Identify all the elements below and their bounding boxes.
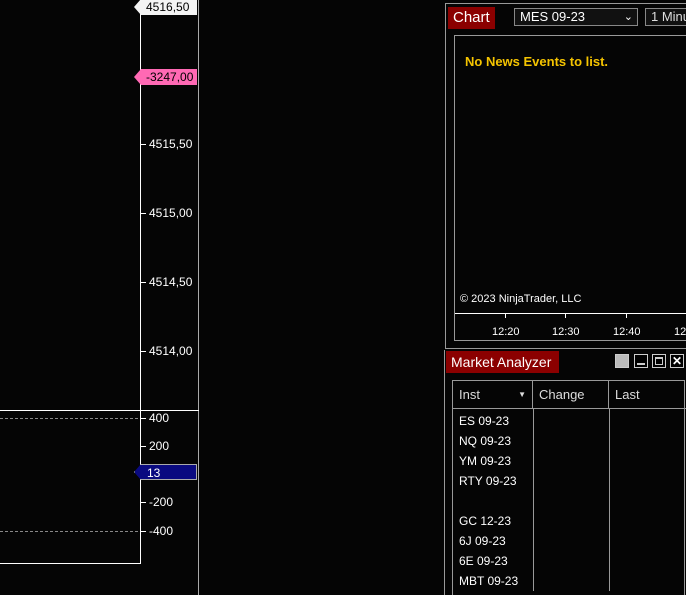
instrument-row[interactable]: YM 09-23 [459, 454, 512, 468]
tick [141, 502, 146, 503]
column-label: Inst [459, 387, 480, 402]
tick [141, 282, 146, 283]
tick [141, 144, 146, 145]
indicator-value-marker: 13 [134, 464, 197, 480]
tick [141, 446, 146, 447]
instrument-row[interactable]: RTY 09-23 [459, 474, 517, 488]
copyright: © 2023 NinjaTrader, LLC [460, 293, 582, 305]
instrument-row[interactable]: GC 12-23 [459, 514, 512, 528]
instrument-row[interactable]: 6E 09-23 [459, 554, 508, 568]
instrument-select[interactable]: MES 09-23 ⌄ [514, 8, 638, 26]
price-label: 4515,50 [149, 137, 193, 151]
price-label: 4514,00 [149, 344, 193, 358]
indicator-label: 400 [149, 411, 170, 425]
analyzer-grid: Inst ▼ Change Last ES 09-23 NQ 09-23 YM … [452, 380, 686, 595]
column-divider [533, 409, 534, 591]
market-analyzer-window: Market Analyzer ✕ Inst ▼ Change Last ES … [444, 350, 686, 595]
tick [141, 351, 146, 352]
chart-window: Chart MES 09-23 ⌄ 1 Minu No News Events … [445, 3, 686, 349]
time-label: 12:40 [613, 326, 641, 338]
chevron-down-icon: ⌄ [623, 11, 633, 23]
level-line-400 [0, 418, 138, 419]
indicator-label: -400 [149, 524, 174, 538]
pnl-marker: -3247,00 [134, 69, 197, 85]
column-header-change[interactable]: Change [533, 381, 609, 409]
price-label: 4514,50 [149, 275, 193, 289]
interval-select[interactable]: 1 Minu [645, 8, 686, 26]
column-divider [609, 409, 610, 591]
tick [565, 313, 566, 318]
close-button[interactable]: ✕ [670, 354, 684, 368]
price-label: 4515,00 [149, 206, 193, 220]
instrument-value: MES 09-23 [520, 9, 586, 24]
news-message: No News Events to list. [465, 54, 609, 69]
indicator-label: -200 [149, 495, 174, 509]
tick [505, 313, 506, 318]
tick [141, 531, 146, 532]
indicator-label: 200 [149, 439, 170, 453]
instrument-row[interactable]: NQ 09-23 [459, 434, 512, 448]
tick [141, 418, 146, 419]
indicator-bottom-line [0, 563, 141, 564]
level-line-minus400 [0, 531, 138, 532]
minimize-button[interactable] [634, 354, 648, 368]
sort-arrow-icon: ▼ [518, 390, 526, 399]
news-panel: No News Events to list. © 2023 NinjaTrad… [454, 35, 686, 341]
link-button[interactable] [615, 354, 629, 368]
panel-divider [0, 410, 199, 411]
time-label: 12:20 [492, 326, 520, 338]
instrument-row[interactable]: MBT 09-23 [459, 574, 519, 588]
instrument-row[interactable]: ES 09-23 [459, 414, 510, 428]
time-axis [455, 313, 686, 314]
chart-title: Chart [448, 7, 495, 29]
blank-row[interactable] [453, 491, 533, 511]
last-price-marker: 4516,50 [134, 0, 197, 15]
panel-right-border [198, 0, 199, 595]
tick [626, 313, 627, 318]
market-analyzer-title: Market Analyzer [446, 351, 559, 373]
maximize-button[interactable] [652, 354, 666, 368]
price-axis-line [140, 0, 141, 563]
time-label: 12 [674, 326, 686, 338]
column-header-last[interactable]: Last [609, 381, 686, 409]
instrument-row[interactable]: 6J 09-23 [459, 534, 506, 548]
instrument-list: ES 09-23 NQ 09-23 YM 09-23 RTY 09-23 GC … [453, 411, 533, 591]
close-icon: ✕ [671, 354, 683, 368]
time-label: 12:30 [552, 326, 580, 338]
column-header-inst[interactable]: Inst ▼ [453, 381, 533, 409]
tick [141, 213, 146, 214]
